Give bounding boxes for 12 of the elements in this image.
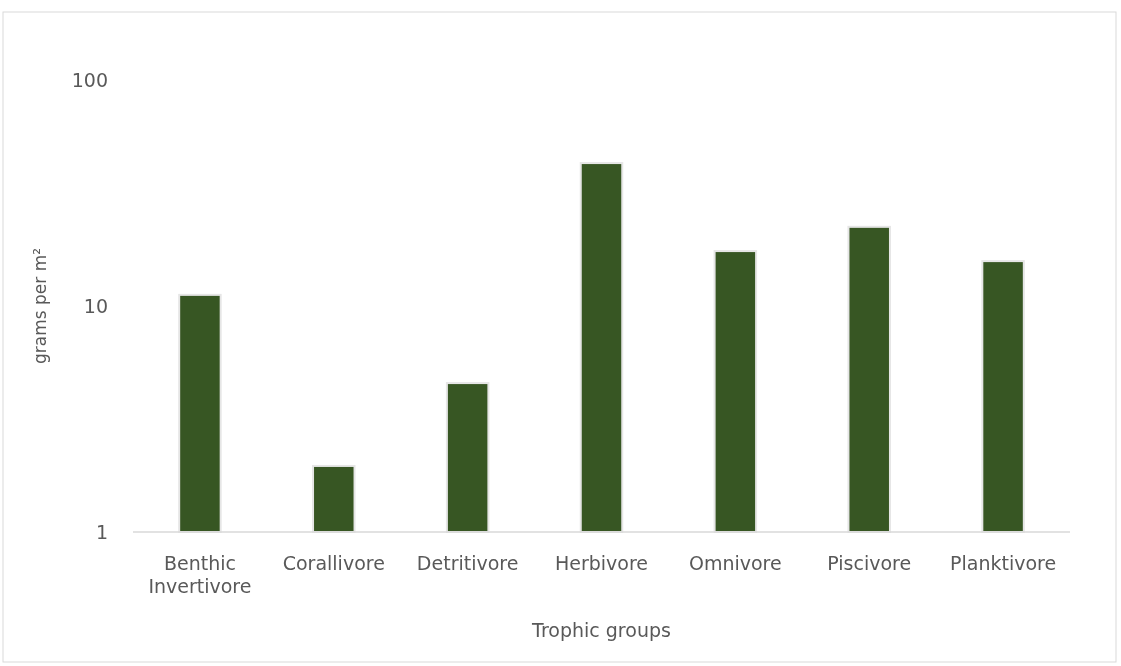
x-tick-label: Omnivore xyxy=(688,552,782,574)
y-axis-title: grams per m² xyxy=(30,247,50,365)
y-tick-label: 100 xyxy=(71,68,108,91)
x-tick-label: Piscivore xyxy=(827,552,912,574)
x-tick-label: Corallivore xyxy=(282,552,385,574)
x-tick-label: Planktivore xyxy=(950,552,1057,574)
y-tick-label: 10 xyxy=(83,294,108,317)
x-tick-label: Herbivore xyxy=(554,552,649,574)
y-tick-label: 1 xyxy=(95,520,108,543)
x-axis-title: Trophic groups xyxy=(531,619,671,641)
x-tick-label: Benthic Invertivore xyxy=(148,552,252,597)
x-tick-label: Detritivore xyxy=(416,552,519,574)
